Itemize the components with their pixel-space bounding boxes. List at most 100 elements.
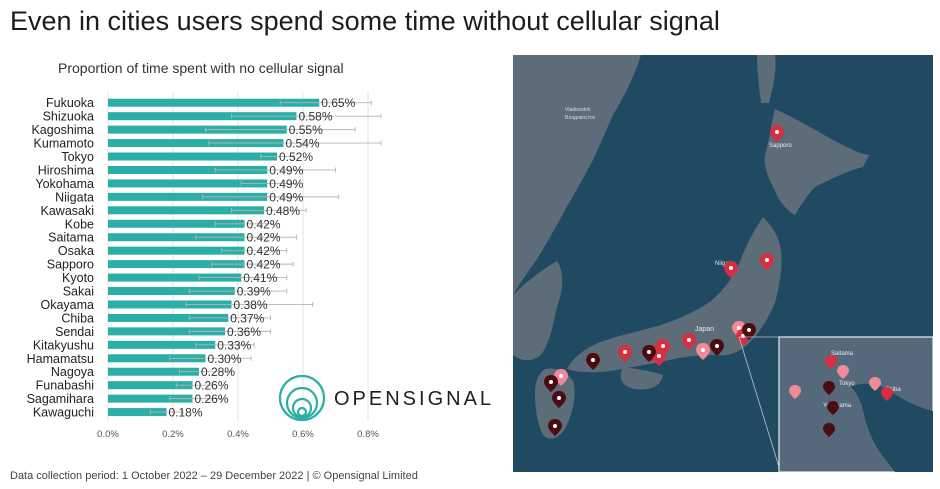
category-label: Hamamatsu <box>27 352 94 366</box>
data-label: 0.49% <box>269 177 303 191</box>
bar-chart: Proportion of time spent with no cellula… <box>0 58 510 448</box>
data-label: 0.39% <box>237 285 271 299</box>
map-pin <box>823 423 835 437</box>
error-bar <box>195 342 255 348</box>
data-label: 0.42% <box>247 244 281 258</box>
category-label: Kagoshima <box>31 123 94 137</box>
category-label: Kyoto <box>62 271 94 285</box>
inset-label-saitama: Saitama <box>831 351 854 357</box>
data-label: 0.49% <box>269 190 303 204</box>
bar <box>108 165 268 174</box>
chart-title: Proportion of time spent with no cellula… <box>58 60 344 76</box>
tokyo-inset: Saitama Tokyo Yokohama Chiba <box>778 336 933 472</box>
category-label: Sakai <box>63 285 94 299</box>
bar <box>108 273 242 282</box>
category-label: Sapporo <box>47 258 94 272</box>
map-pin <box>742 323 756 340</box>
error-bar <box>214 167 336 173</box>
map-pin <box>760 253 774 270</box>
map-pin <box>710 339 724 356</box>
map-pin <box>825 355 837 369</box>
footer-note: Data collection period: 1 October 2022 –… <box>10 470 418 482</box>
data-label: 0.58% <box>299 110 333 124</box>
map-pin <box>552 391 566 408</box>
data-label: 0.18% <box>169 406 203 420</box>
bar <box>108 139 284 148</box>
category-label: Niigata <box>55 190 94 204</box>
x-tick-label: 0.2% <box>162 429 184 440</box>
error-bar <box>201 194 340 200</box>
category-label: Chiba <box>61 311 94 325</box>
bar <box>108 367 199 376</box>
category-label: Osaka <box>58 244 94 258</box>
bar <box>108 219 245 228</box>
bar <box>108 354 206 363</box>
map-pin <box>869 377 881 391</box>
category-label: Shizuoka <box>43 110 94 124</box>
map-pin <box>544 375 558 392</box>
bar <box>108 381 193 390</box>
bar <box>108 206 264 215</box>
data-label: 0.55% <box>289 123 323 137</box>
bar <box>108 408 167 417</box>
bar <box>108 233 245 242</box>
map-label-niigata: Niigata <box>715 261 734 267</box>
data-label: 0.26% <box>195 379 229 393</box>
map-pin <box>770 125 784 142</box>
category-label: Kumamoto <box>34 137 94 151</box>
error-bar <box>179 369 232 375</box>
map-pin <box>682 333 696 350</box>
data-label: 0.38% <box>234 298 268 312</box>
hokkaido-landmass <box>764 109 869 215</box>
map-pin <box>618 345 632 362</box>
error-bar <box>195 234 297 240</box>
map-pin <box>837 365 849 379</box>
opensignal-logo: OPENSIGNAL <box>278 374 513 426</box>
inset-label-tokyo: Tokyo <box>839 381 855 387</box>
category-label: Saitama <box>48 231 94 245</box>
map-svg: Vladivostok Владивосток Sapporo Niigata … <box>513 55 933 472</box>
map-pin <box>881 387 893 401</box>
data-label: 0.42% <box>247 231 281 245</box>
opensignal-logo-icon <box>278 374 326 422</box>
bar <box>108 125 287 134</box>
data-label: 0.48% <box>266 204 300 218</box>
bar <box>108 300 232 309</box>
error-bar <box>221 248 288 254</box>
error-bar <box>205 127 356 133</box>
map-pin <box>823 381 835 395</box>
data-label: 0.36% <box>227 325 261 339</box>
bar <box>108 340 216 349</box>
map-label-sapporo: Sapporo <box>769 143 792 149</box>
bar <box>108 112 297 121</box>
error-bar <box>231 113 382 119</box>
x-tick-label: 0.8% <box>357 429 379 440</box>
data-label: 0.54% <box>286 137 320 151</box>
error-bar <box>169 355 252 361</box>
error-bar <box>188 328 271 334</box>
x-tick-label: 0.0% <box>97 429 119 440</box>
error-bar <box>211 261 294 267</box>
data-label: 0.33% <box>217 338 251 352</box>
x-tick-label: 0.6% <box>292 429 314 440</box>
error-bar <box>188 315 271 321</box>
map-pin <box>586 353 600 370</box>
error-bar <box>260 154 294 160</box>
category-label: Okayama <box>41 298 95 312</box>
data-label: 0.30% <box>208 352 242 366</box>
bar <box>108 152 277 161</box>
mainland-landmass <box>513 55 641 295</box>
opensignal-logo-text: OPENSIGNAL <box>334 388 495 410</box>
error-bar <box>214 221 275 227</box>
category-label: Kawasaki <box>41 204 95 218</box>
data-label: 0.42% <box>247 217 281 231</box>
error-bar <box>169 396 223 402</box>
honshu-landmass <box>567 217 782 373</box>
data-label: 0.49% <box>269 163 303 177</box>
category-label: Kitakyushu <box>33 338 94 352</box>
category-label: Nagoya <box>51 365 94 379</box>
error-bar <box>149 409 184 415</box>
data-label: 0.52% <box>279 150 313 164</box>
data-label: 0.42% <box>247 258 281 272</box>
map-pin <box>696 343 710 360</box>
